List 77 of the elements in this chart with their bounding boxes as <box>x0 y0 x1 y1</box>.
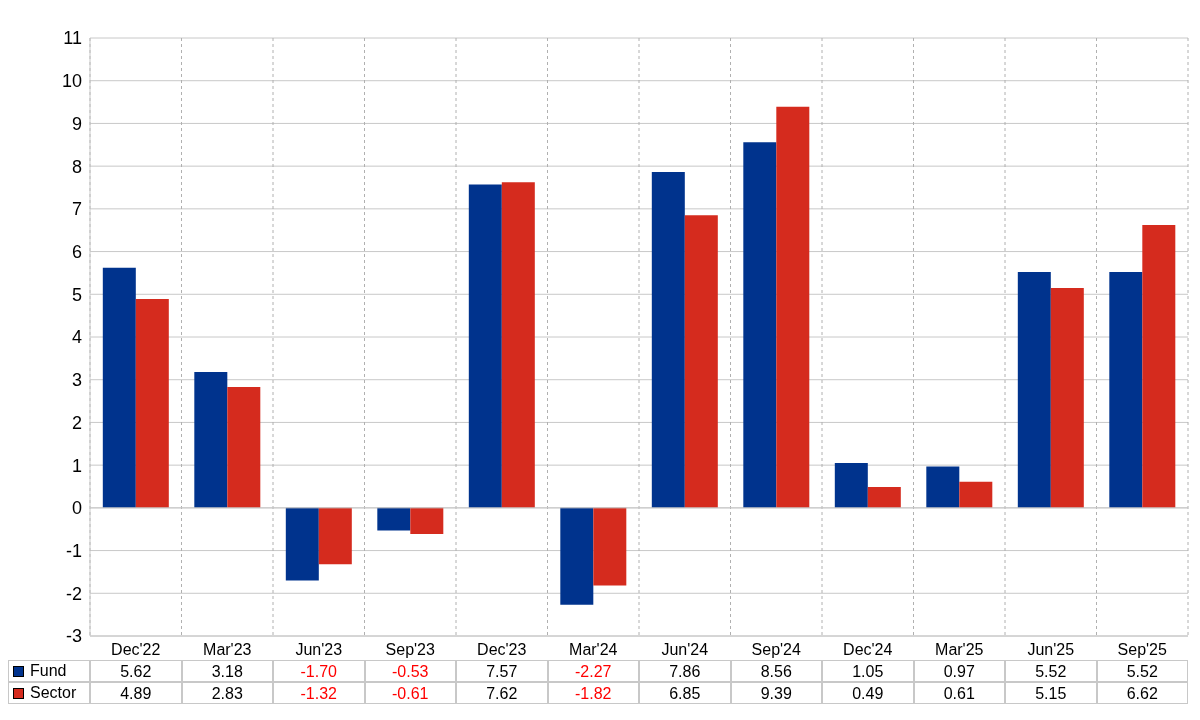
bar <box>318 507 352 565</box>
y-tick-label: 2 <box>71 412 82 433</box>
data-label: -0.53 <box>364 660 456 682</box>
data-label: 7.57 <box>456 660 548 682</box>
bar <box>194 372 228 508</box>
legend-label: Fund <box>30 662 67 680</box>
data-label: 7.62 <box>456 682 548 704</box>
x-tick-label: Sep'25 <box>1117 641 1168 659</box>
data-label: -2.27 <box>547 660 639 682</box>
data-label: 5.62 <box>90 660 182 682</box>
y-tick-label: 6 <box>71 241 82 262</box>
bar <box>959 481 993 508</box>
y-tick-label: 4 <box>71 327 82 348</box>
bar <box>501 182 535 508</box>
bar <box>560 507 594 605</box>
bar <box>743 142 777 508</box>
x-tick-label: Dec'22 <box>111 641 161 659</box>
data-label: -1.70 <box>273 660 365 682</box>
y-tick-label: 3 <box>71 370 82 391</box>
data-label: 4.89 <box>90 682 182 704</box>
data-label: -1.82 <box>547 682 639 704</box>
x-tick-label: Mar'25 <box>935 641 984 659</box>
x-tick-label: Mar'23 <box>203 641 252 659</box>
data-label: 3.18 <box>181 660 273 682</box>
bar <box>135 298 169 508</box>
bar <box>1109 272 1143 508</box>
bar <box>834 463 868 508</box>
x-tick-label: Jun'24 <box>661 641 709 659</box>
x-tick-label: Jun'23 <box>295 641 343 659</box>
data-label: 6.62 <box>1096 682 1188 704</box>
data-label: 0.97 <box>913 660 1005 682</box>
x-tick-label: Sep'24 <box>751 641 802 659</box>
data-label: 6.85 <box>639 682 731 704</box>
y-tick-label: 10 <box>61 71 82 92</box>
x-tick-label: Mar'24 <box>569 641 618 659</box>
y-tick-label: 9 <box>71 113 82 134</box>
data-label: -0.61 <box>364 682 456 704</box>
bar <box>593 507 627 586</box>
data-label: 9.39 <box>730 682 822 704</box>
bar <box>867 486 901 508</box>
bar <box>684 215 718 508</box>
legend-label: Sector <box>30 684 77 702</box>
y-tick-label: -1 <box>65 540 82 561</box>
data-label: -1.32 <box>273 682 365 704</box>
bar <box>285 507 319 581</box>
bar <box>1017 272 1051 508</box>
bar <box>227 386 261 508</box>
bar <box>1050 287 1084 508</box>
data-label: 5.52 <box>1005 660 1097 682</box>
y-tick-label: 1 <box>71 455 82 476</box>
x-tick-label: Sep'23 <box>385 641 436 659</box>
y-tick-label: 11 <box>63 28 82 49</box>
y-tick-label: 5 <box>71 284 82 305</box>
bar <box>377 507 411 531</box>
x-tick-label: Dec'24 <box>843 641 893 659</box>
bar <box>468 184 502 508</box>
data-label: 8.56 <box>730 660 822 682</box>
x-tick-label: Dec'23 <box>477 641 527 659</box>
data-label: 2.83 <box>181 682 273 704</box>
data-label: 0.61 <box>913 682 1005 704</box>
y-tick-label: -3 <box>65 626 82 647</box>
y-tick-label: 8 <box>71 156 82 177</box>
bar <box>926 466 960 508</box>
data-label: 1.05 <box>822 660 914 682</box>
bar <box>410 507 444 534</box>
bar <box>102 267 136 508</box>
data-label: 5.52 <box>1096 660 1188 682</box>
bar <box>1142 225 1176 508</box>
bar <box>651 172 685 508</box>
y-tick-label: 0 <box>71 498 82 519</box>
x-tick-label: Jun'25 <box>1027 641 1075 659</box>
y-tick-label: 7 <box>71 199 82 220</box>
data-label: 0.49 <box>822 682 914 704</box>
data-label: 5.15 <box>1005 682 1097 704</box>
y-tick-label: -2 <box>65 583 82 604</box>
data-label: 7.86 <box>639 660 731 682</box>
bar <box>776 106 810 508</box>
